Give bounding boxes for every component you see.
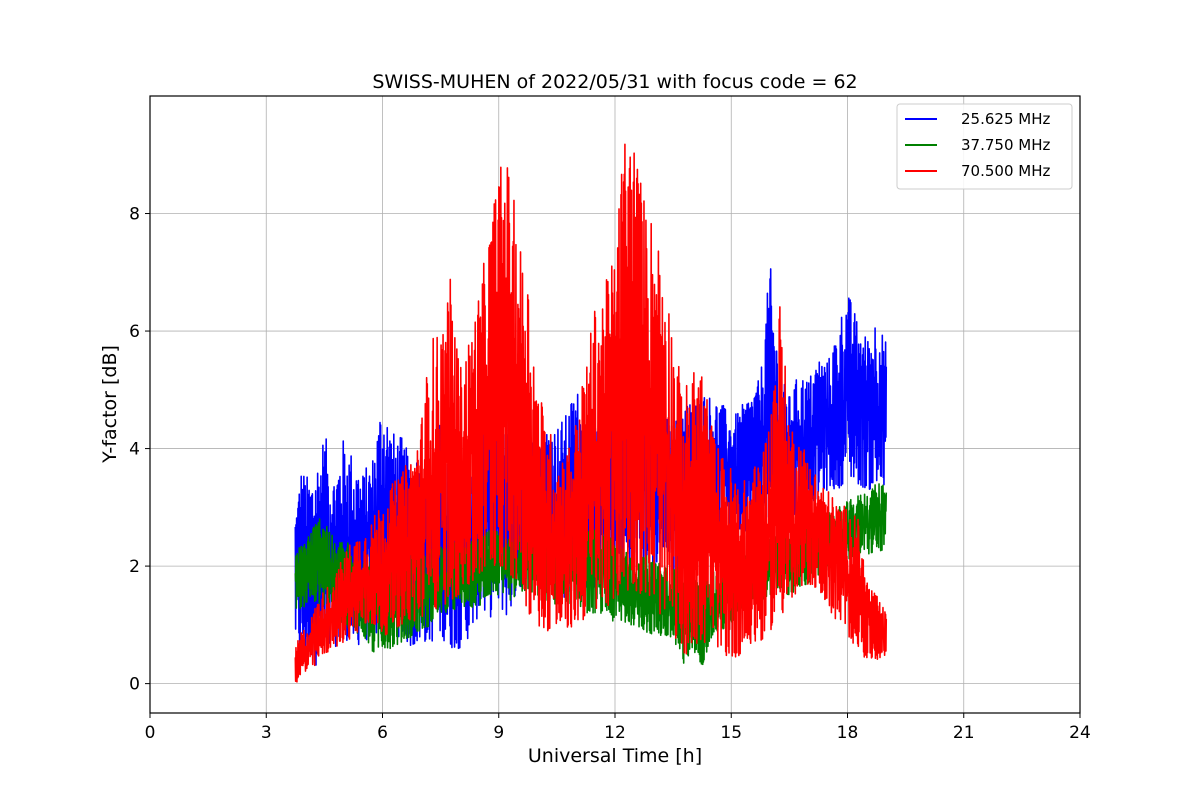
legend-label: 37.750 MHz bbox=[961, 136, 1050, 154]
series-line-2 bbox=[294, 143, 888, 683]
x-tick-label: 21 bbox=[953, 723, 975, 743]
x-tick-label: 3 bbox=[261, 723, 272, 743]
legend-label: 25.625 MHz bbox=[961, 110, 1050, 128]
y-tick-label: 2 bbox=[129, 557, 140, 577]
x-tick-label: 9 bbox=[493, 723, 504, 743]
x-tick-label: 0 bbox=[145, 723, 156, 743]
x-tick-label: 12 bbox=[604, 723, 626, 743]
x-tick-label: 24 bbox=[1069, 723, 1091, 743]
x-axis-label: Universal Time [h] bbox=[528, 745, 702, 767]
legend: 25.625 MHz 37.750 MHz 70.500 MHz bbox=[896, 103, 1073, 190]
series-layer bbox=[294, 143, 888, 683]
legend-box bbox=[896, 103, 1073, 190]
y-axis-label: Y-factor [dB] bbox=[99, 345, 121, 464]
y-tick-label: 6 bbox=[129, 322, 140, 342]
x-tick-label: 6 bbox=[377, 723, 388, 743]
y-tick-label: 8 bbox=[129, 205, 140, 225]
legend-label: 70.500 MHz bbox=[961, 162, 1050, 180]
y-tick-label: 0 bbox=[129, 675, 140, 695]
chart-title: SWISS-MUHEN of 2022/05/31 with focus cod… bbox=[372, 71, 857, 93]
x-tick-label: 18 bbox=[837, 723, 859, 743]
y-tick-label: 4 bbox=[129, 440, 140, 460]
x-tick-label: 15 bbox=[720, 723, 742, 743]
